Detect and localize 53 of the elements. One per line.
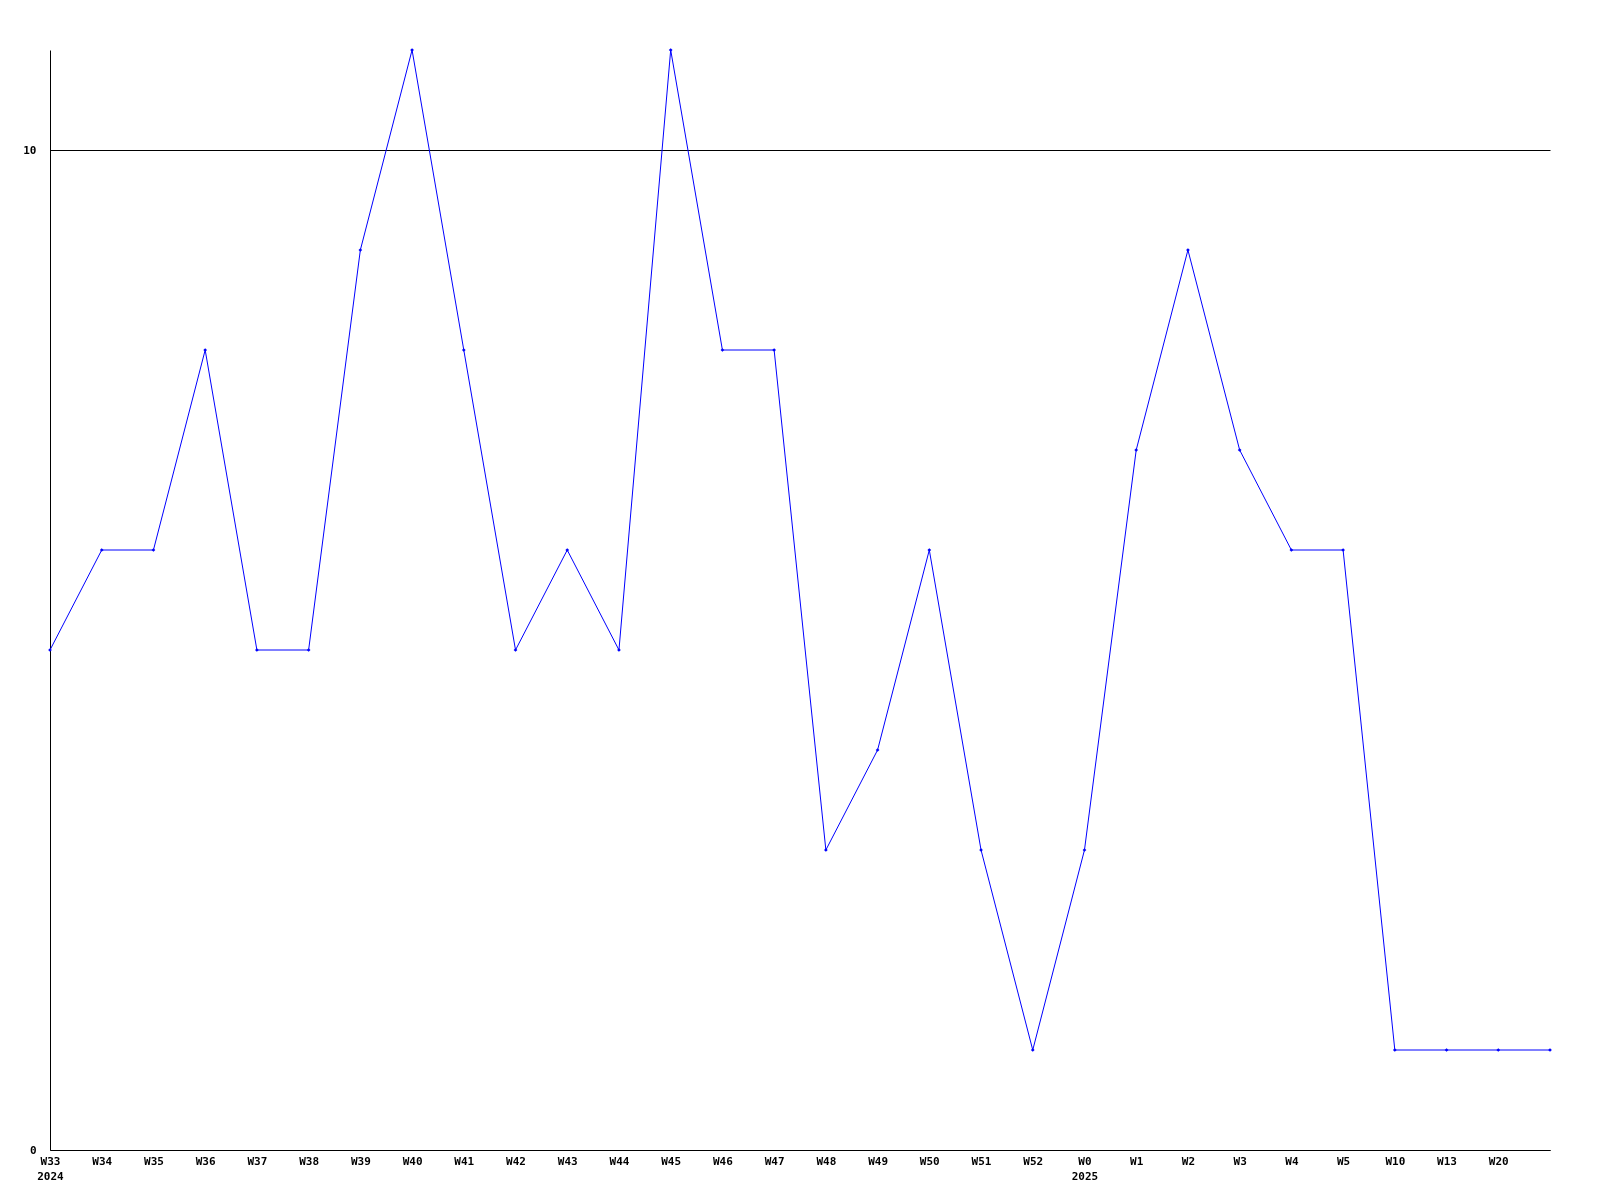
x-tick-label: W10 — [1385, 1154, 1406, 1168]
x-tick-label: W40 — [402, 1154, 423, 1168]
point — [927, 548, 932, 552]
x-tick-label: W1 — [1130, 1154, 1144, 1168]
x-tick-label: W34 — [92, 1154, 113, 1168]
x-tick-label: W2 — [1181, 1154, 1196, 1168]
x-tick-label: W49 — [868, 1154, 889, 1168]
y-tick-label: 10 — [23, 143, 37, 157]
x-tick-label: W35 — [144, 1154, 164, 1168]
x-tick-label: W42 — [506, 1154, 526, 1168]
x-tick-label: W13 — [1437, 1154, 1457, 1168]
line-series — [48, 48, 1552, 1052]
x-tick-label: W36 — [195, 1154, 216, 1168]
point — [1237, 448, 1242, 452]
point — [203, 348, 208, 352]
point — [823, 848, 828, 852]
y-tick-label: 0 — [29, 1143, 37, 1157]
x-tick-label: W51 — [971, 1154, 992, 1168]
point — [461, 348, 466, 352]
x-tick-label: W3 — [1233, 1154, 1247, 1168]
point — [151, 548, 156, 552]
x-tick-label: W47 — [764, 1154, 785, 1168]
x-tick-label: W46 — [712, 1154, 734, 1168]
point — [358, 248, 363, 252]
x-tick-label: W45 — [661, 1154, 682, 1168]
point — [513, 648, 518, 652]
x-tick-label: W0 2025 — [1071, 1154, 1099, 1183]
x-tick-label: W48 — [816, 1154, 837, 1168]
point — [306, 648, 311, 652]
x-tick-label: W50 — [919, 1154, 940, 1168]
point — [720, 348, 725, 352]
point — [1496, 1048, 1501, 1052]
x-tick-label: W43 — [557, 1154, 578, 1168]
x-tick-label: W4 — [1285, 1154, 1299, 1168]
point — [1030, 1048, 1035, 1052]
x-tick-label: W41 — [454, 1154, 475, 1168]
x-tick-label: W44 — [609, 1154, 630, 1168]
point — [668, 48, 673, 52]
x-tick-label: W38 — [299, 1154, 320, 1168]
point — [1444, 1048, 1449, 1052]
point — [99, 548, 104, 552]
x-tick-label: W37 — [247, 1154, 268, 1168]
point — [1289, 548, 1294, 552]
x-tick-label: W52 — [1023, 1154, 1044, 1168]
point — [1134, 448, 1139, 452]
x-tick-label: W39 — [350, 1154, 371, 1168]
point — [875, 748, 880, 752]
x-tick-label: W5 — [1336, 1154, 1351, 1168]
point — [565, 548, 570, 552]
x-tick-label: W33 2024 — [37, 1154, 65, 1183]
point — [1392, 1048, 1397, 1052]
x-tick-label: W20 — [1488, 1154, 1509, 1168]
point — [1082, 848, 1087, 852]
